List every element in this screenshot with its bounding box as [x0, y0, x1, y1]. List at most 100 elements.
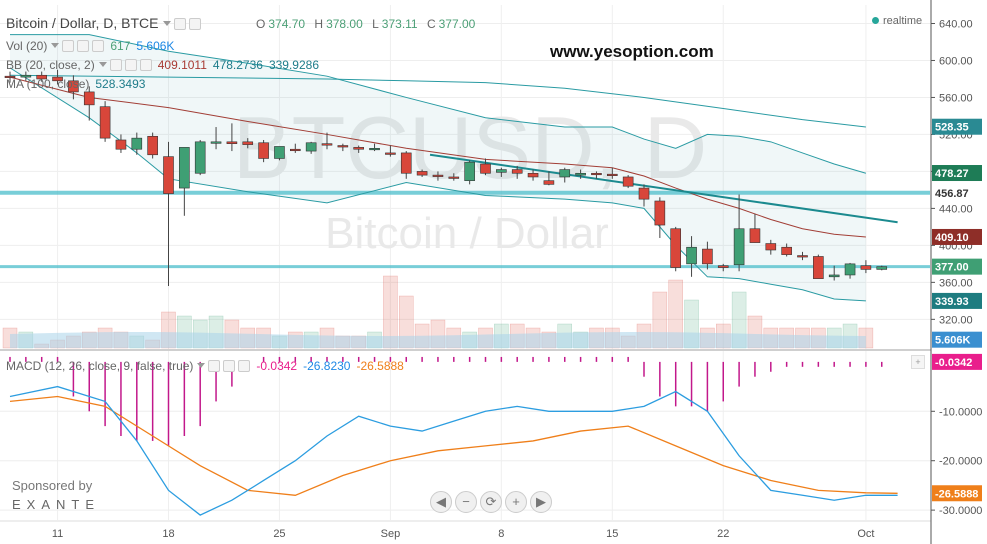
candle-body [131, 137, 143, 150]
ohlc-close: 377.00 [438, 17, 476, 31]
time-tick-label: Oct [857, 528, 874, 540]
close-icon[interactable] [139, 59, 152, 71]
watermark-name: Bitcoin / Dollar [325, 209, 609, 258]
macd-signal-line [9, 395, 898, 496]
candle-body [147, 135, 158, 156]
candle-body [638, 187, 650, 200]
settings-icon[interactable] [77, 40, 90, 52]
candle-body [797, 255, 808, 258]
ohlc-high: 378.00 [326, 17, 363, 31]
time-tick-label: 18 [162, 528, 174, 540]
price-tick-label: 320.00 [939, 314, 973, 326]
time-tick-label: 8 [498, 528, 504, 540]
macd-line-value: -26.8230 [303, 359, 351, 373]
candle-body [115, 139, 127, 150]
settings-icon[interactable] [188, 18, 201, 30]
candle-body [654, 200, 666, 226]
macd-tick-label: -10.0000 [939, 406, 982, 418]
macd-signal-value: -26.5888 [356, 359, 404, 373]
ma-100-line [9, 74, 866, 128]
chevron-down-icon[interactable] [98, 62, 107, 67]
close-icon[interactable] [238, 360, 251, 372]
chevron-down-icon[interactable] [197, 363, 206, 368]
macd-value-label-bg [932, 485, 982, 502]
candle-body [860, 265, 872, 270]
candle-body [575, 172, 586, 176]
price-tick-label: 360.00 [939, 277, 973, 289]
bb-upper-line [10, 34, 867, 174]
candle-body [369, 148, 380, 151]
scroll-left-button[interactable]: ◀ [430, 491, 452, 513]
price-label-bg [932, 165, 982, 182]
candle-body [686, 246, 697, 265]
price-label: 377.00 [935, 262, 969, 274]
candle-body [717, 265, 729, 268]
chart-title[interactable]: Bitcoin / Dollar, D, BTCE [6, 15, 201, 31]
realtime-label: realtime [883, 15, 923, 27]
candle-body [765, 243, 777, 251]
time-tick-label: Sep [381, 528, 401, 540]
macd-line [9, 385, 898, 516]
price-label: 339.93 [935, 296, 969, 308]
close-icon[interactable] [92, 40, 105, 52]
zoom-out-button[interactable]: − [455, 491, 477, 513]
bb-band-fill [10, 34, 866, 301]
sponsor-brand: EXANTE [12, 497, 101, 512]
indicator-ma[interactable]: MA (100, close) 528.3493 [6, 77, 145, 91]
settings-icon[interactable] [124, 59, 137, 71]
price-label: 456.87 [935, 188, 969, 200]
eye-icon[interactable] [62, 40, 75, 52]
price-label-bg [932, 331, 982, 348]
candle-body [702, 248, 713, 265]
indicator-bb[interactable]: BB (20, close, 2) 409.1011 478.2736 339.928… [6, 58, 319, 72]
candle-body [337, 145, 349, 148]
candle-body [622, 176, 634, 187]
settings-icon[interactable] [223, 360, 236, 372]
price-label: 478.27 [935, 168, 969, 180]
candle-body [305, 142, 317, 152]
candle-body [844, 263, 856, 276]
price-label: 409.10 [935, 232, 969, 244]
eye-icon[interactable] [109, 59, 122, 71]
price-tick-label: 560.00 [939, 92, 973, 104]
eye-icon[interactable] [208, 360, 221, 372]
website-watermark: www.yesoption.com [550, 42, 714, 61]
candle-body [527, 172, 539, 178]
bb-upper-value: 478.2736 [212, 58, 263, 72]
candle-body [496, 169, 507, 173]
candle-body [179, 147, 190, 189]
macd-hist-value: -0.0342 [256, 359, 298, 373]
sponsor-block[interactable]: Sponsored by EXANTE [12, 478, 100, 512]
chevron-down-icon[interactable] [162, 21, 171, 26]
candle-body [4, 75, 16, 78]
chart-navigation: ◀ − ⟳ + ▶ [430, 491, 555, 513]
ohlc-key-low: L [372, 17, 379, 31]
scroll-right-button[interactable]: ▶ [530, 491, 552, 513]
price-label-bg [932, 292, 982, 309]
candle-body [432, 174, 444, 177]
price-tick-label: 600.00 [939, 55, 973, 67]
candle-body [559, 169, 571, 178]
candle-body [464, 161, 475, 181]
zoom-in-button[interactable]: + [505, 491, 527, 513]
bb-label: BB (20, close, 2) [6, 58, 95, 72]
ohlc-readout: O 374.70 H 378.00 L 373.11 C 377.00 [256, 17, 481, 31]
chevron-down-icon[interactable] [51, 43, 60, 48]
indicator-vol[interactable]: Vol (20) 617 5.606K [6, 39, 174, 53]
candle-body [480, 163, 491, 174]
ohlc-key-close: C [426, 17, 436, 31]
macd-value-label-bg [932, 353, 982, 370]
candle-body [68, 80, 79, 93]
macd-value-label: -0.0342 [935, 357, 972, 369]
candle-body [353, 147, 365, 150]
price-label-bg [932, 118, 982, 135]
symbol-title: Bitcoin / Dollar, D, BTCE [6, 15, 159, 31]
pane-maximize-icon[interactable]: + [911, 355, 925, 369]
candle-body [781, 246, 792, 255]
macd-legend[interactable]: MACD (12, 26, close, 9, false, true) -0.0… [6, 359, 404, 373]
reset-button[interactable]: ⟳ [480, 491, 502, 513]
candle-body [385, 152, 396, 155]
candle-body [670, 228, 682, 268]
eye-icon[interactable] [173, 18, 186, 30]
